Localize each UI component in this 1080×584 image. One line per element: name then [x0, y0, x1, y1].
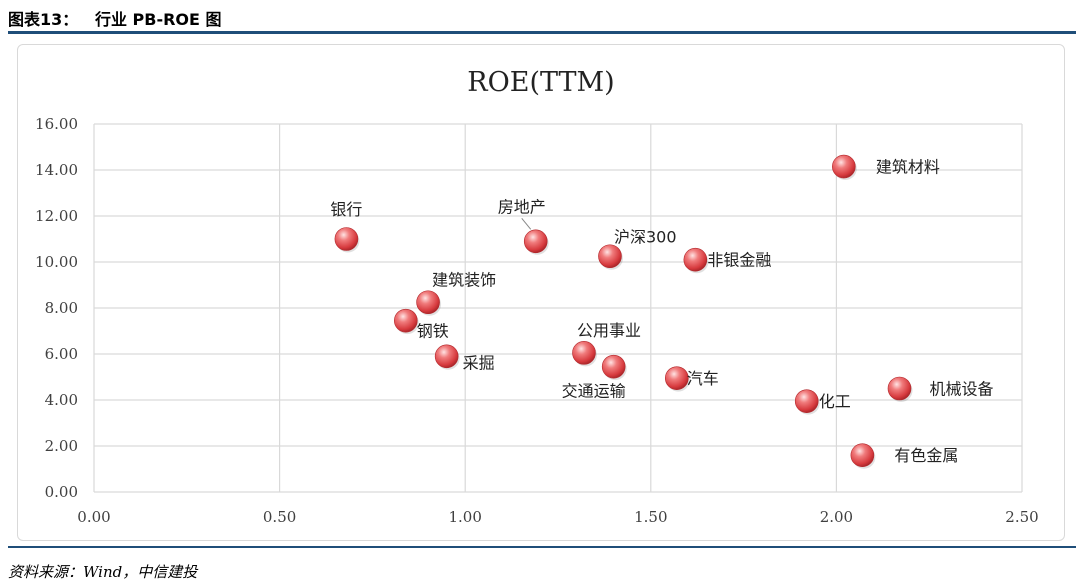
y-tick-label: 14.00 — [35, 161, 78, 179]
chart-title: ROE(TTM) — [467, 67, 614, 98]
x-tick-label: 2.00 — [820, 508, 853, 526]
grid-lines — [93, 123, 1023, 493]
data-point — [598, 244, 622, 269]
data-point — [523, 229, 548, 254]
chart-panel — [17, 44, 1065, 541]
point-label: 建筑装饰 — [432, 270, 496, 289]
data-point — [832, 154, 856, 179]
bottom-rule — [8, 546, 1076, 548]
x-tick-label: 1.50 — [634, 508, 667, 526]
data-point — [601, 354, 626, 379]
data-point — [850, 443, 875, 468]
y-tick-label: 10.00 — [35, 253, 78, 271]
point-label: 采掘 — [463, 353, 495, 372]
data-point — [887, 376, 912, 401]
figure-title: 图表13： 行业 PB-ROE 图 — [8, 10, 222, 29]
x-tick-label: 2.50 — [1005, 508, 1038, 526]
y-tick-label: 2.00 — [45, 437, 78, 455]
x-tick-label: 0.00 — [77, 508, 110, 526]
point-label: 银行 — [330, 200, 362, 219]
top-rule — [8, 31, 1076, 34]
axis-tick-labels: 0.00 0.50 1.00 1.50 2.00 2.50 0.00 2.00 4.00 6.00… — [35, 115, 1039, 526]
data-point — [434, 344, 459, 369]
point-label: 机械设备 — [930, 380, 994, 399]
point-label: 公用事业 — [577, 321, 641, 340]
point-label: 沪深300 — [614, 227, 677, 246]
point-label: 化工 — [819, 392, 851, 411]
point-label: 有色金属 — [894, 446, 958, 465]
y-tick-label: 6.00 — [45, 345, 78, 363]
data-point — [334, 227, 359, 251]
data-point — [416, 290, 440, 315]
point-label: 交通运输 — [562, 382, 626, 401]
point-label: 汽车 — [687, 369, 719, 388]
data-point — [664, 366, 689, 390]
y-tick-label: 12.00 — [35, 207, 78, 225]
data-point — [683, 247, 708, 272]
y-tick-label: 4.00 — [45, 391, 78, 409]
data-point — [794, 389, 819, 413]
data-point — [572, 341, 596, 365]
point-label: 房地产 — [498, 197, 546, 216]
label-leader-line — [521, 217, 532, 230]
y-tick-label: 0.00 — [45, 483, 78, 501]
y-tick-label: 8.00 — [45, 299, 78, 317]
point-label: 建筑材料 — [876, 158, 940, 177]
point-label: 非银金融 — [707, 251, 771, 270]
point-label: 钢铁 — [417, 322, 449, 341]
data-point — [394, 308, 418, 333]
x-tick-label: 1.00 — [448, 508, 481, 526]
x-tick-label: 0.50 — [263, 508, 296, 526]
source-note: 资料来源：Wind，中信建投 — [8, 563, 198, 581]
y-tick-label: 16.00 — [35, 115, 78, 133]
